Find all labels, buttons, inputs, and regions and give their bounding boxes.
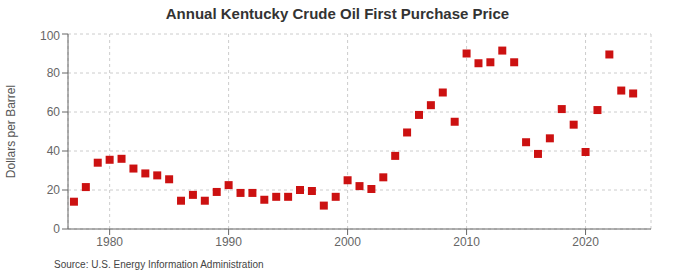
- svg-text:1980: 1980: [96, 235, 123, 249]
- html-text:Annual Kentucky Crude Oil Firs: Annual Kentucky Crude Oil First Purchase…: [165, 5, 510, 22]
- html-text:Source: U.S. Energy Informatio: Source: U.S. Energy Information Administ…: [54, 259, 264, 270]
- svg-text:20: 20: [47, 183, 61, 197]
- svg-text:40: 40: [47, 144, 61, 158]
- svg-text:60: 60: [47, 105, 61, 119]
- svg-text:Dollars per Barrel: Dollars per Barrel: [8, 85, 18, 178]
- svg-text:80: 80: [47, 66, 61, 80]
- svg-text:1990: 1990: [215, 235, 242, 249]
- svg-text:0: 0: [53, 222, 60, 236]
- svg-text:2000: 2000: [334, 235, 361, 249]
- svg-text:2020: 2020: [572, 235, 599, 249]
- svg-text:2010: 2010: [453, 235, 480, 249]
- svg-text:100: 100: [40, 29, 60, 43]
